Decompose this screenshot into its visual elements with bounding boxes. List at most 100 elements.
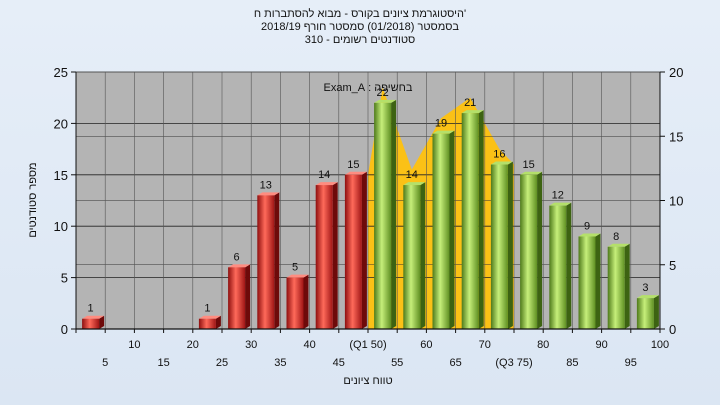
bar-side [99,315,105,329]
bar-top [403,182,426,186]
y-tick-label: 0 [61,322,68,337]
bar [257,192,280,329]
bar [607,243,630,329]
bar-top [432,130,455,134]
x-tick-label-bottom: 85 [566,357,578,369]
bar-top [490,161,513,165]
bar-value-label: 12 [552,190,564,202]
x-tick-label-top: 90 [595,339,607,351]
chart-title-line-3: סטודנטים רשומים - 310 [304,34,416,46]
x-tick-label-top: 100 [651,339,669,351]
y-tick-label: 10 [54,219,68,234]
bar-side [361,171,367,329]
chart-title-line-1: 'היסטוגרמת ציונים בקורס - מבוא להסתברות … [253,8,467,20]
bar-side [537,171,543,329]
bar-top [344,171,367,175]
bar [228,264,251,329]
bar-value-label: 1 [88,303,94,315]
bar-side [507,161,513,329]
x-tick-label-top: 20 [187,339,199,351]
bar-front [432,133,450,329]
bar-value-label: 5 [292,262,298,274]
x-tick-label-top: 60 [420,339,432,351]
bar-side [274,192,280,329]
bar [636,295,659,329]
bar-top [549,202,572,206]
bar-side [653,295,659,329]
x-tick-label-bottom: 5 [102,357,108,369]
bar-front [257,195,275,329]
bar-side [624,243,630,329]
bar-top [461,110,484,114]
chart-title-line-2: בסמסטר (01/2018) סמסטר חורף 2018/19 [260,21,460,33]
bar-top [257,192,280,196]
bar [461,110,484,330]
bar-top [607,243,630,247]
bar-front [286,277,304,329]
x-tick-label-bottom: 45 [333,357,345,369]
x-tick-label-bottom: 35 [274,357,286,369]
x-tick-label-bottom: 25 [216,357,228,369]
bar [549,202,572,329]
bar [198,315,221,329]
x-axis-label: טווח ציונים [343,375,392,387]
bar-side [566,202,572,329]
bar-value-label: 16 [493,149,505,161]
x-tick-label-bottom: 15 [157,357,169,369]
y2-tick-label: 15 [669,129,683,144]
bar-side [391,99,397,329]
bar-value-label: 14 [406,169,418,181]
bar-top [374,99,397,103]
y-tick-label: 25 [54,65,68,80]
x-tick-label-top: 40 [303,339,315,351]
bar [315,182,338,329]
bar-value-label: 6 [234,251,240,263]
bar-value-label: 9 [584,220,590,232]
bar-front [315,185,333,329]
bar-front [374,102,392,329]
bar-value-label: 21 [464,97,476,109]
bar [286,274,309,329]
bar-side [245,264,251,329]
x-tick-label-top: 70 [479,339,491,351]
bar-front [578,236,596,329]
bar-front [344,174,362,329]
bar-value-label: 15 [347,159,359,171]
bar-value-label: 14 [318,169,330,181]
bar-top [228,264,251,268]
x-tick-label-bottom: (Q3 75) [495,357,532,369]
y-tick-label: 5 [61,271,68,286]
bar-top [82,315,105,319]
bar-side [332,182,338,329]
bar-top [286,274,309,278]
bar-value-label: 3 [642,282,648,294]
bar-front [228,267,246,329]
bar-side [478,110,484,330]
bar-value-label: 1 [204,303,210,315]
bar-side [595,233,601,329]
bar-front [82,318,100,329]
bar-front [403,185,421,329]
bars [82,99,659,330]
bar-front [198,318,216,329]
bar [344,171,367,329]
bar-front [549,205,567,329]
x-tick-label-bottom: 65 [449,357,461,369]
bar [82,315,105,329]
bar [578,233,601,329]
bar-side [420,182,426,329]
x-tick-label-top: (Q1 50) [349,339,386,351]
bar [520,171,543,329]
bar-top [315,182,338,186]
bar-value-label: 15 [522,159,534,171]
x-tick-label-top: 80 [537,339,549,351]
bar [403,182,426,329]
bar-front [490,164,508,329]
chart-annotation: בחשיפה : Exam_A [324,82,413,94]
x-tick-label-bottom: 95 [625,357,637,369]
bar-top [578,233,601,237]
y2-tick-label: 0 [669,322,676,337]
x-tick-label-top: 10 [128,339,140,351]
